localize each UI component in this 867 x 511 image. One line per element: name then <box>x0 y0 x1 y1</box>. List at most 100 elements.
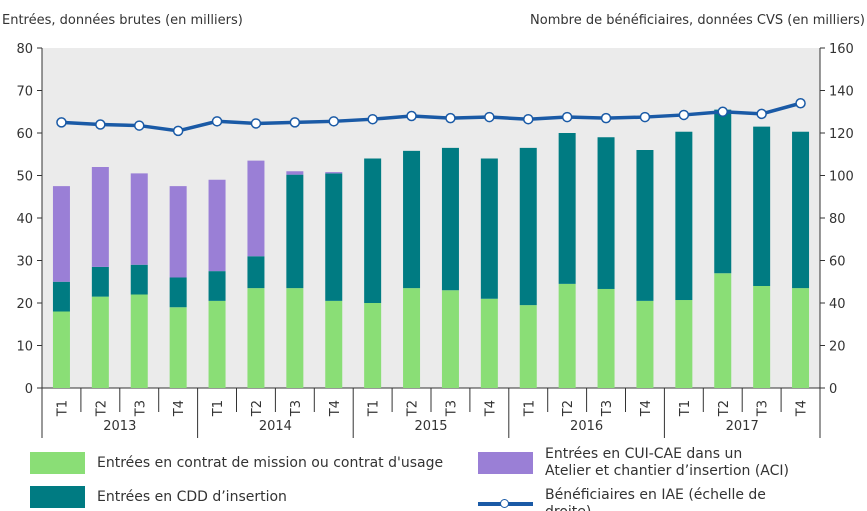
bar-segment <box>130 264 148 295</box>
bar-segment <box>792 131 810 289</box>
y2-tick-label: 120 <box>829 127 854 142</box>
bar-segment <box>52 281 70 312</box>
legend-swatch <box>30 452 85 474</box>
x-tick-label: T2 <box>717 400 732 417</box>
bar-segment <box>52 186 70 282</box>
bar-segment <box>286 174 304 289</box>
bar-segment <box>792 288 810 388</box>
legend-swatch <box>478 452 533 474</box>
line-point <box>95 119 106 130</box>
bar-segment <box>325 300 343 388</box>
line-point <box>484 111 495 123</box>
bar-segment <box>91 167 109 267</box>
x-tick-label: T2 <box>561 400 576 417</box>
bar-segment <box>636 300 654 388</box>
bar-segment <box>91 296 109 388</box>
bar-segment <box>714 109 732 274</box>
bar-segment <box>753 286 771 388</box>
bar-segment <box>364 158 382 303</box>
line-point <box>600 112 612 124</box>
line-point <box>406 110 417 122</box>
x-tick-label: T4 <box>328 400 343 417</box>
bar-segment <box>91 266 109 297</box>
group-label: 2016 <box>570 419 603 434</box>
y2-tick-label: 40 <box>829 297 846 312</box>
legend-item: Bénéficiaires en IAE (échelle de droite) <box>478 487 790 511</box>
bar-segment <box>753 126 771 286</box>
x-tick-label: T1 <box>367 400 382 417</box>
y-tick-label: 20 <box>16 297 33 312</box>
line-point <box>289 117 301 128</box>
line-point <box>134 120 145 131</box>
group-label: 2014 <box>259 419 292 434</box>
bar-segment <box>52 311 70 388</box>
y-tick-label: 70 <box>16 85 33 100</box>
y-tick-label: 30 <box>16 255 33 270</box>
bar-segment <box>325 172 343 174</box>
bar-segment <box>169 277 187 308</box>
legend-item: Entrées en CUI-CAE dans un Atelier et ch… <box>478 446 790 480</box>
line-point <box>56 117 67 128</box>
x-tick-label: T4 <box>795 400 810 417</box>
bar-segment <box>208 300 226 388</box>
y2-tick-label: 60 <box>829 255 846 270</box>
x-tick-label: T4 <box>483 400 498 417</box>
legend-label: Entrées en contrat de mission ou contrat… <box>97 454 444 471</box>
legend-swatch <box>478 498 533 510</box>
bar-segment <box>247 256 265 289</box>
group-label: 2015 <box>414 419 447 434</box>
bar-segment <box>480 298 498 388</box>
y-tick-label: 40 <box>16 212 33 227</box>
legend-item: Entrées en CDD d’insertion <box>30 486 342 508</box>
bar-segment <box>597 288 615 388</box>
line-point <box>172 125 184 137</box>
bar-segment <box>325 173 343 301</box>
x-tick-label: T3 <box>756 400 771 417</box>
legend-item: Entrées en contrat de mission ou contrat… <box>30 452 477 474</box>
bar-segment <box>169 186 187 278</box>
legend-label: Bénéficiaires en IAE (échelle de droite) <box>545 487 766 511</box>
y2-tick-label: 80 <box>829 212 846 227</box>
bar-segment <box>247 288 265 388</box>
y2-tick-label: 20 <box>829 340 846 355</box>
line-point <box>795 98 806 109</box>
group-label: 2013 <box>103 419 136 434</box>
x-tick-label: T4 <box>639 400 654 417</box>
bar-segment <box>169 307 187 388</box>
x-tick-label: T1 <box>55 400 70 417</box>
legend-label: Entrées en CDD d’insertion <box>97 488 287 505</box>
line <box>61 101 802 133</box>
bar-segment <box>714 273 732 388</box>
bar-segment <box>597 137 615 289</box>
bar-segment <box>208 271 226 301</box>
bar-segment <box>636 150 654 301</box>
bar-segment <box>247 160 265 257</box>
line-point <box>250 118 262 129</box>
y2-tick-label: 100 <box>829 170 854 185</box>
plot-area <box>42 48 820 388</box>
y-tick-label: 0 <box>25 382 33 397</box>
bar-segment <box>403 150 421 289</box>
bar-segment <box>364 303 382 388</box>
x-tick-label: T1 <box>522 400 537 417</box>
bar-segment <box>519 305 537 388</box>
x-tick-label: T3 <box>600 400 615 417</box>
x-tick-label: T1 <box>678 400 693 417</box>
y2-tick-label: 140 <box>829 85 854 100</box>
x-tick-label: T1 <box>211 400 226 417</box>
line-point <box>639 111 651 123</box>
left-axis-title: Entrées, données brutes (en milliers) <box>2 13 243 28</box>
x-tick-label: T2 <box>406 400 421 417</box>
bar-segment <box>675 131 693 301</box>
bar-segment <box>441 147 459 291</box>
x-tick-label: T3 <box>133 400 148 417</box>
right-axis-title: Nombre de bénéficiaires, données CVS (en… <box>530 13 865 28</box>
bar-segment <box>675 300 693 388</box>
legend-swatch <box>30 486 85 508</box>
bar-segment <box>286 171 304 175</box>
y-tick-label: 10 <box>16 340 33 355</box>
legend-label: Entrées en CUI-CAE dans un Atelier et ch… <box>545 446 789 479</box>
y-tick-label: 50 <box>16 170 33 185</box>
